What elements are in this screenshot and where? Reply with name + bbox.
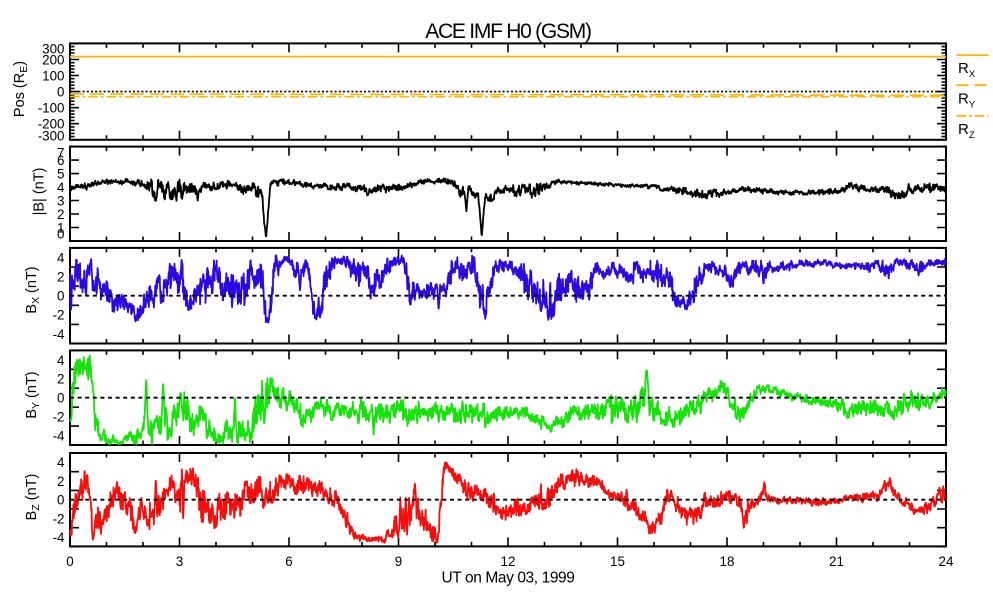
svg-text:-2: -2: [53, 308, 65, 323]
svg-text:BX (nT): BX (nT): [24, 266, 42, 313]
svg-text:2: 2: [57, 474, 64, 489]
svg-text:21: 21: [829, 554, 844, 569]
svg-text:200: 200: [42, 52, 64, 67]
svg-text:100: 100: [42, 68, 64, 83]
svg-text:2: 2: [57, 372, 64, 387]
svg-text:Pos (RE): Pos (RE): [12, 61, 30, 117]
svg-text:4: 4: [57, 180, 65, 195]
svg-text:3: 3: [176, 554, 183, 569]
svg-text:15: 15: [610, 554, 625, 569]
svg-text:-4: -4: [53, 327, 65, 342]
svg-text:6: 6: [57, 153, 64, 168]
svg-text:7: 7: [57, 145, 64, 160]
svg-text:0: 0: [57, 226, 64, 241]
svg-text:-4: -4: [53, 530, 65, 545]
svg-text:300: 300: [42, 41, 64, 56]
svg-text:1: 1: [57, 220, 64, 235]
svg-text:-4: -4: [53, 428, 65, 443]
svg-text:9: 9: [395, 554, 402, 569]
svg-text:0: 0: [57, 289, 64, 304]
svg-text:0: 0: [57, 391, 64, 406]
svg-text:24: 24: [939, 554, 954, 569]
svg-text:3: 3: [57, 193, 64, 208]
svg-text:6: 6: [285, 554, 292, 569]
svg-text:-300: -300: [38, 129, 65, 144]
svg-text:-2: -2: [53, 511, 65, 526]
svg-text:-2: -2: [53, 410, 65, 425]
svg-text:5: 5: [57, 167, 64, 182]
svg-text:|B| (nT): |B| (nT): [32, 168, 48, 216]
svg-text:ACE IMF H0 (GSM): ACE IMF H0 (GSM): [425, 20, 591, 43]
svg-text:18: 18: [720, 554, 735, 569]
svg-text:0: 0: [57, 85, 64, 100]
svg-text:-100: -100: [38, 101, 65, 116]
svg-text:0: 0: [57, 493, 64, 508]
svg-text:12: 12: [501, 554, 516, 569]
svg-text:4: 4: [57, 353, 65, 368]
svg-text:4: 4: [57, 455, 65, 470]
svg-text:BY (nT): BY (nT): [24, 371, 42, 418]
svg-text:2: 2: [57, 270, 64, 285]
svg-text:BZ (nT): BZ (nT): [24, 474, 42, 521]
svg-text:4: 4: [57, 250, 65, 265]
svg-text:UT on May 03, 1999: UT on May 03, 1999: [442, 570, 575, 587]
svg-text:2: 2: [57, 207, 64, 222]
svg-text:-200: -200: [38, 117, 65, 132]
svg-text:0: 0: [66, 554, 73, 569]
